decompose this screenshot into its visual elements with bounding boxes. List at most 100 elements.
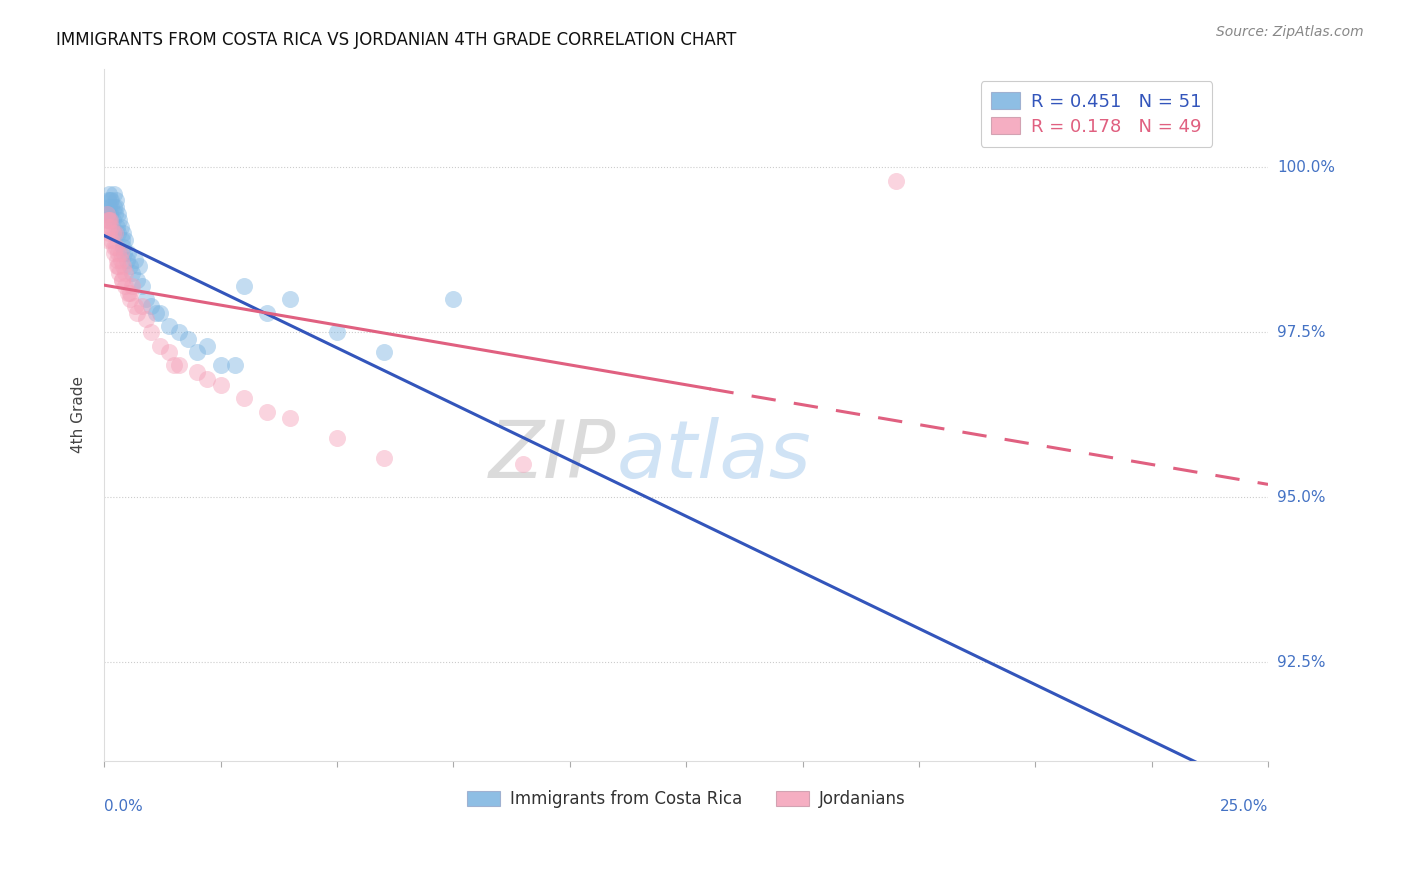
Point — [96, 213, 118, 227]
Point — [103, 186, 125, 201]
Point — [118, 285, 141, 300]
Point — [97, 200, 120, 214]
Point — [104, 200, 127, 214]
Point — [98, 206, 121, 220]
Point — [128, 260, 150, 274]
Text: atlas: atlas — [616, 417, 811, 495]
Point — [114, 266, 136, 280]
Text: ZIP: ZIP — [489, 417, 616, 495]
Point — [884, 174, 907, 188]
Point — [111, 233, 134, 247]
Point — [111, 272, 134, 286]
Point — [97, 213, 120, 227]
Point — [209, 378, 232, 392]
Point — [97, 206, 120, 220]
Point — [118, 293, 141, 307]
Text: 100.0%: 100.0% — [1278, 160, 1336, 175]
Y-axis label: 4th Grade: 4th Grade — [72, 376, 86, 453]
Point — [107, 246, 129, 260]
Text: IMMIGRANTS FROM COSTA RICA VS JORDANIAN 4TH GRADE CORRELATION CHART: IMMIGRANTS FROM COSTA RICA VS JORDANIAN … — [56, 31, 737, 49]
Point — [108, 266, 131, 280]
Point — [441, 293, 464, 307]
Point — [117, 246, 139, 260]
Point — [101, 227, 124, 241]
Point — [117, 285, 139, 300]
Point — [111, 260, 134, 274]
Point — [149, 338, 172, 352]
Point — [118, 260, 141, 274]
Point — [111, 227, 134, 241]
Point — [159, 318, 181, 333]
Point — [373, 450, 395, 465]
Point — [97, 194, 120, 208]
Point — [512, 457, 534, 471]
Point — [145, 305, 167, 319]
Point — [104, 239, 127, 253]
Text: 92.5%: 92.5% — [1278, 655, 1326, 670]
Point — [131, 279, 153, 293]
Point — [98, 213, 121, 227]
Point — [149, 305, 172, 319]
Point — [167, 359, 190, 373]
Point — [96, 206, 118, 220]
Point — [105, 260, 128, 274]
Point — [103, 239, 125, 253]
Point — [139, 299, 162, 313]
Point — [115, 252, 138, 267]
Point — [98, 194, 121, 208]
Point — [139, 326, 162, 340]
Point — [177, 332, 200, 346]
Point — [97, 186, 120, 201]
Point — [100, 200, 122, 214]
Point — [103, 246, 125, 260]
Point — [112, 246, 135, 260]
Point — [103, 200, 125, 214]
Point — [121, 266, 143, 280]
Point — [105, 219, 128, 234]
Point — [110, 219, 132, 234]
Point — [135, 293, 157, 307]
Text: Source: ZipAtlas.com: Source: ZipAtlas.com — [1216, 25, 1364, 39]
Point — [125, 272, 148, 286]
Point — [124, 299, 146, 313]
Point — [167, 326, 190, 340]
Text: 97.5%: 97.5% — [1278, 325, 1326, 340]
Point — [233, 279, 256, 293]
Point — [107, 206, 129, 220]
Point — [111, 239, 134, 253]
Point — [233, 392, 256, 406]
Point — [159, 345, 181, 359]
Point — [224, 359, 246, 373]
Point — [125, 305, 148, 319]
Point — [105, 252, 128, 267]
Point — [110, 246, 132, 260]
Text: 0.0%: 0.0% — [104, 799, 143, 814]
Point — [124, 252, 146, 267]
Point — [96, 206, 118, 220]
Point — [280, 293, 302, 307]
Point — [100, 219, 122, 234]
Point — [96, 233, 118, 247]
Point — [280, 411, 302, 425]
Point — [135, 312, 157, 326]
Point — [373, 345, 395, 359]
Point — [97, 227, 120, 241]
Point — [107, 260, 129, 274]
Point — [104, 194, 127, 208]
Point — [114, 233, 136, 247]
Point — [195, 371, 218, 385]
Point — [97, 213, 120, 227]
Point — [195, 338, 218, 352]
Point — [326, 326, 349, 340]
Point — [256, 305, 278, 319]
Point — [186, 365, 208, 379]
Point — [103, 227, 125, 241]
Text: 95.0%: 95.0% — [1278, 490, 1326, 505]
Point — [111, 272, 134, 286]
Point — [100, 194, 122, 208]
Point — [110, 252, 132, 267]
Point — [97, 219, 120, 234]
Text: 25.0%: 25.0% — [1219, 799, 1268, 814]
Point — [326, 431, 349, 445]
Point — [107, 227, 129, 241]
